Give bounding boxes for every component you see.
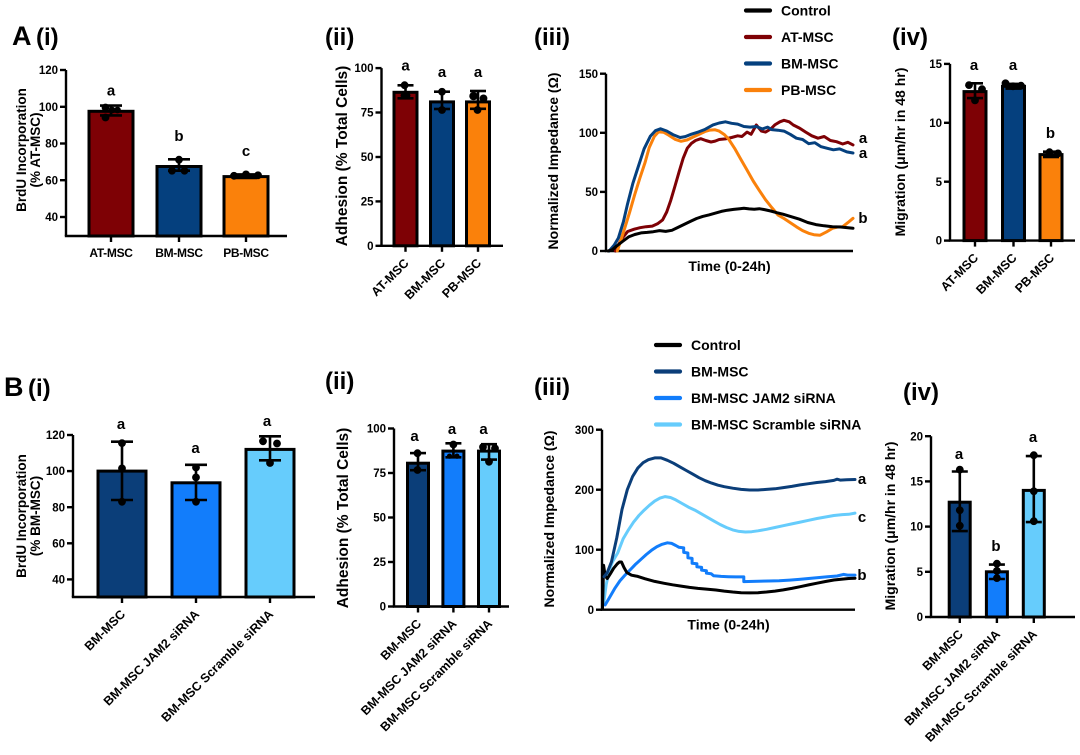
svg-text:b: b xyxy=(857,567,866,584)
svg-text:A: A xyxy=(12,21,32,51)
svg-text:40: 40 xyxy=(52,575,65,587)
svg-text:a: a xyxy=(410,428,419,445)
svg-text:40: 40 xyxy=(45,212,58,224)
svg-text:(% BM-MSC): (% BM-MSC) xyxy=(28,476,43,556)
svg-text:(% AT-MSC): (% AT-MSC) xyxy=(28,113,43,188)
svg-text:20: 20 xyxy=(910,431,923,443)
svg-text:Migration (μm/hr in 48 hr): Migration (μm/hr in 48 hr) xyxy=(892,68,908,237)
svg-text:BM-MSC Scramble siRNA: BM-MSC Scramble siRNA xyxy=(691,417,861,433)
svg-text:a: a xyxy=(1009,57,1018,74)
svg-text:60: 60 xyxy=(52,538,65,550)
svg-text:75: 75 xyxy=(361,108,374,120)
svg-text:(ii): (ii) xyxy=(325,24,354,51)
svg-text:(iii): (iii) xyxy=(534,24,570,51)
svg-text:(iv): (iv) xyxy=(903,379,939,406)
svg-text:0: 0 xyxy=(936,236,942,248)
svg-text:BM-MSC: BM-MSC xyxy=(155,246,203,260)
svg-text:BrdU Incorporation: BrdU Incorporation xyxy=(14,454,29,578)
svg-text:a: a xyxy=(970,57,979,74)
svg-text:a: a xyxy=(401,58,410,75)
svg-text:a: a xyxy=(191,440,200,457)
svg-text:(ii): (ii) xyxy=(325,368,354,395)
svg-text:75: 75 xyxy=(373,468,386,480)
svg-text:50: 50 xyxy=(585,187,598,199)
svg-text:100: 100 xyxy=(367,424,386,436)
svg-text:a: a xyxy=(859,130,868,147)
svg-text:25: 25 xyxy=(373,557,386,569)
svg-text:80: 80 xyxy=(52,502,65,514)
svg-text:100: 100 xyxy=(354,63,373,75)
svg-text:c: c xyxy=(242,143,250,160)
svg-text:AT-MSC: AT-MSC xyxy=(89,246,133,260)
svg-text:0: 0 xyxy=(592,246,598,258)
svg-text:Time (0-24h): Time (0-24h) xyxy=(688,258,770,274)
svg-text:B: B xyxy=(4,372,24,402)
svg-text:a: a xyxy=(859,145,868,162)
svg-text:80: 80 xyxy=(45,139,58,151)
svg-text:50: 50 xyxy=(373,513,386,525)
svg-text:b: b xyxy=(1046,125,1055,142)
svg-text:BM-MSC: BM-MSC xyxy=(691,364,749,380)
svg-text:BrdU Incorporation: BrdU Incorporation xyxy=(14,88,29,212)
svg-text:BM-MSC: BM-MSC xyxy=(781,56,839,72)
svg-text:120: 120 xyxy=(39,65,58,77)
svg-text:100: 100 xyxy=(575,545,594,557)
svg-text:a: a xyxy=(858,471,867,488)
svg-text:Normalized Impedance (Ω): Normalized Impedance (Ω) xyxy=(541,431,557,608)
svg-text:0: 0 xyxy=(588,605,594,617)
svg-text:15: 15 xyxy=(929,59,942,71)
svg-text:c: c xyxy=(858,509,866,526)
svg-text:(iii): (iii) xyxy=(534,374,570,401)
svg-text:a: a xyxy=(263,413,272,430)
svg-text:a: a xyxy=(448,421,457,438)
svg-text:a: a xyxy=(107,83,116,100)
svg-text:Adhesion (% Total Cells): Adhesion (% Total Cells) xyxy=(335,428,352,609)
svg-text:100: 100 xyxy=(46,466,65,478)
svg-text:b: b xyxy=(174,128,183,145)
svg-text:(iv): (iv) xyxy=(892,24,928,51)
svg-text:60: 60 xyxy=(45,175,58,187)
svg-text:AT-MSC: AT-MSC xyxy=(781,29,834,45)
svg-text:300: 300 xyxy=(575,425,594,437)
svg-text:b: b xyxy=(991,538,1000,555)
svg-text:0: 0 xyxy=(367,241,373,253)
svg-text:Control: Control xyxy=(691,337,741,353)
svg-text:150: 150 xyxy=(579,69,598,81)
svg-text:Migration (μm/hr in 48 hr): Migration (μm/hr in 48 hr) xyxy=(882,442,898,611)
svg-text:(i): (i) xyxy=(36,24,59,51)
svg-text:100: 100 xyxy=(39,102,58,114)
svg-text:PB-MSC: PB-MSC xyxy=(781,82,836,98)
svg-text:50: 50 xyxy=(361,152,374,164)
svg-text:Time (0-24h): Time (0-24h) xyxy=(687,617,769,633)
svg-text:15: 15 xyxy=(910,477,923,489)
svg-text:a: a xyxy=(438,64,447,81)
svg-text:Control: Control xyxy=(781,3,831,19)
svg-text:Adhesion (% Total Cells): Adhesion (% Total Cells) xyxy=(334,66,351,247)
svg-text:5: 5 xyxy=(936,177,943,189)
svg-text:100: 100 xyxy=(579,128,598,140)
svg-text:a: a xyxy=(474,64,483,81)
svg-text:BM-MSC JAM2 siRNA: BM-MSC JAM2 siRNA xyxy=(691,390,836,406)
svg-text:5: 5 xyxy=(917,567,924,579)
svg-text:25: 25 xyxy=(361,197,374,209)
svg-text:0: 0 xyxy=(380,602,386,614)
svg-text:0: 0 xyxy=(917,612,923,624)
svg-text:a: a xyxy=(955,446,964,463)
svg-text:a: a xyxy=(117,416,126,433)
svg-text:10: 10 xyxy=(910,522,923,534)
svg-text:PB-MSC: PB-MSC xyxy=(223,246,269,260)
svg-text:10: 10 xyxy=(929,118,942,130)
svg-text:120: 120 xyxy=(46,430,65,442)
svg-text:Normalized Impedance (Ω): Normalized Impedance (Ω) xyxy=(545,73,561,250)
svg-text:a: a xyxy=(479,421,488,438)
svg-text:b: b xyxy=(858,210,867,227)
svg-text:a: a xyxy=(1029,429,1038,446)
svg-text:(i): (i) xyxy=(28,375,51,402)
svg-text:200: 200 xyxy=(575,485,594,497)
